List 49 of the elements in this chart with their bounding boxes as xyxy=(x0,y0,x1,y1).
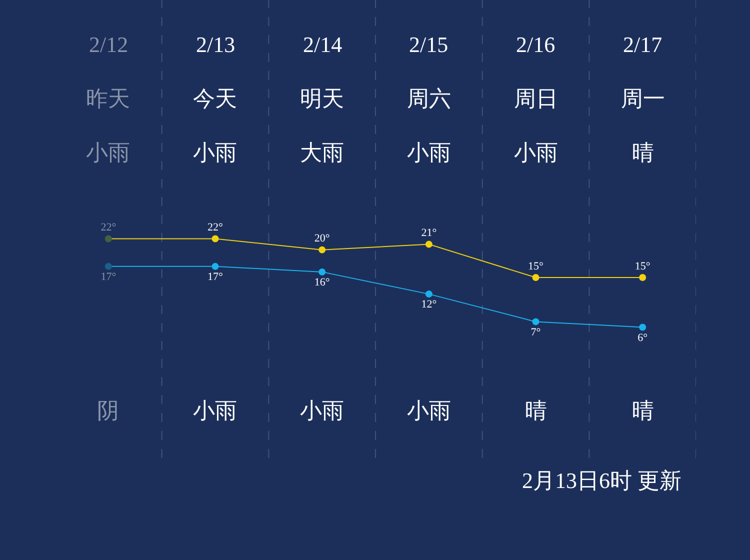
point xyxy=(212,262,219,270)
text: 晴 xyxy=(525,398,547,423)
text: 昨天 xyxy=(86,86,130,111)
point xyxy=(639,274,646,281)
data-label: 15° xyxy=(634,260,650,272)
text: 阴 xyxy=(97,398,119,423)
text: 小雨 xyxy=(86,140,130,165)
point xyxy=(104,262,112,270)
text: 2月13日6时 更新 xyxy=(522,468,682,493)
data-label: 6° xyxy=(638,332,648,344)
data-label: 20° xyxy=(314,232,330,245)
x-tick-label: 2/13 xyxy=(196,32,236,57)
point xyxy=(532,274,540,281)
x-tick-label: 2/16 xyxy=(516,32,556,57)
text: 小雨 xyxy=(407,398,451,423)
point xyxy=(318,246,326,254)
x-tick-label: 2/15 xyxy=(409,32,448,57)
x-tick-label: 2/17 xyxy=(623,32,662,57)
text: 今天 xyxy=(193,86,237,111)
data-label: 16° xyxy=(314,276,330,289)
text: 晴 xyxy=(632,398,654,423)
point xyxy=(425,290,432,298)
data-label: 17° xyxy=(208,271,223,284)
text: 晴 xyxy=(632,140,654,165)
text: 小雨 xyxy=(407,140,451,165)
point xyxy=(212,235,219,242)
data-label: 22° xyxy=(100,222,116,234)
point xyxy=(639,324,646,331)
text: 小雨 xyxy=(300,398,344,423)
data-label: 15° xyxy=(528,260,544,272)
text: 小雨 xyxy=(193,140,237,165)
x-tick-label: 2/14 xyxy=(303,32,342,57)
data-label: 17° xyxy=(100,271,116,284)
data-label: 22° xyxy=(208,222,223,234)
text: 周一 xyxy=(621,86,665,111)
point xyxy=(318,268,326,276)
text: 周六 xyxy=(407,86,451,111)
text: 明天 xyxy=(300,86,344,111)
text: 小雨 xyxy=(193,398,237,423)
text: 小雨 xyxy=(514,140,558,165)
data-label: 7° xyxy=(530,326,541,338)
x-tick-label: 2/12 xyxy=(89,32,128,57)
data-label: 12° xyxy=(421,298,437,311)
point xyxy=(532,318,540,326)
text: 大雨 xyxy=(300,140,344,165)
data-label: 21° xyxy=(421,227,437,240)
text: 周日 xyxy=(514,86,558,111)
point xyxy=(425,240,432,248)
point xyxy=(104,235,112,242)
